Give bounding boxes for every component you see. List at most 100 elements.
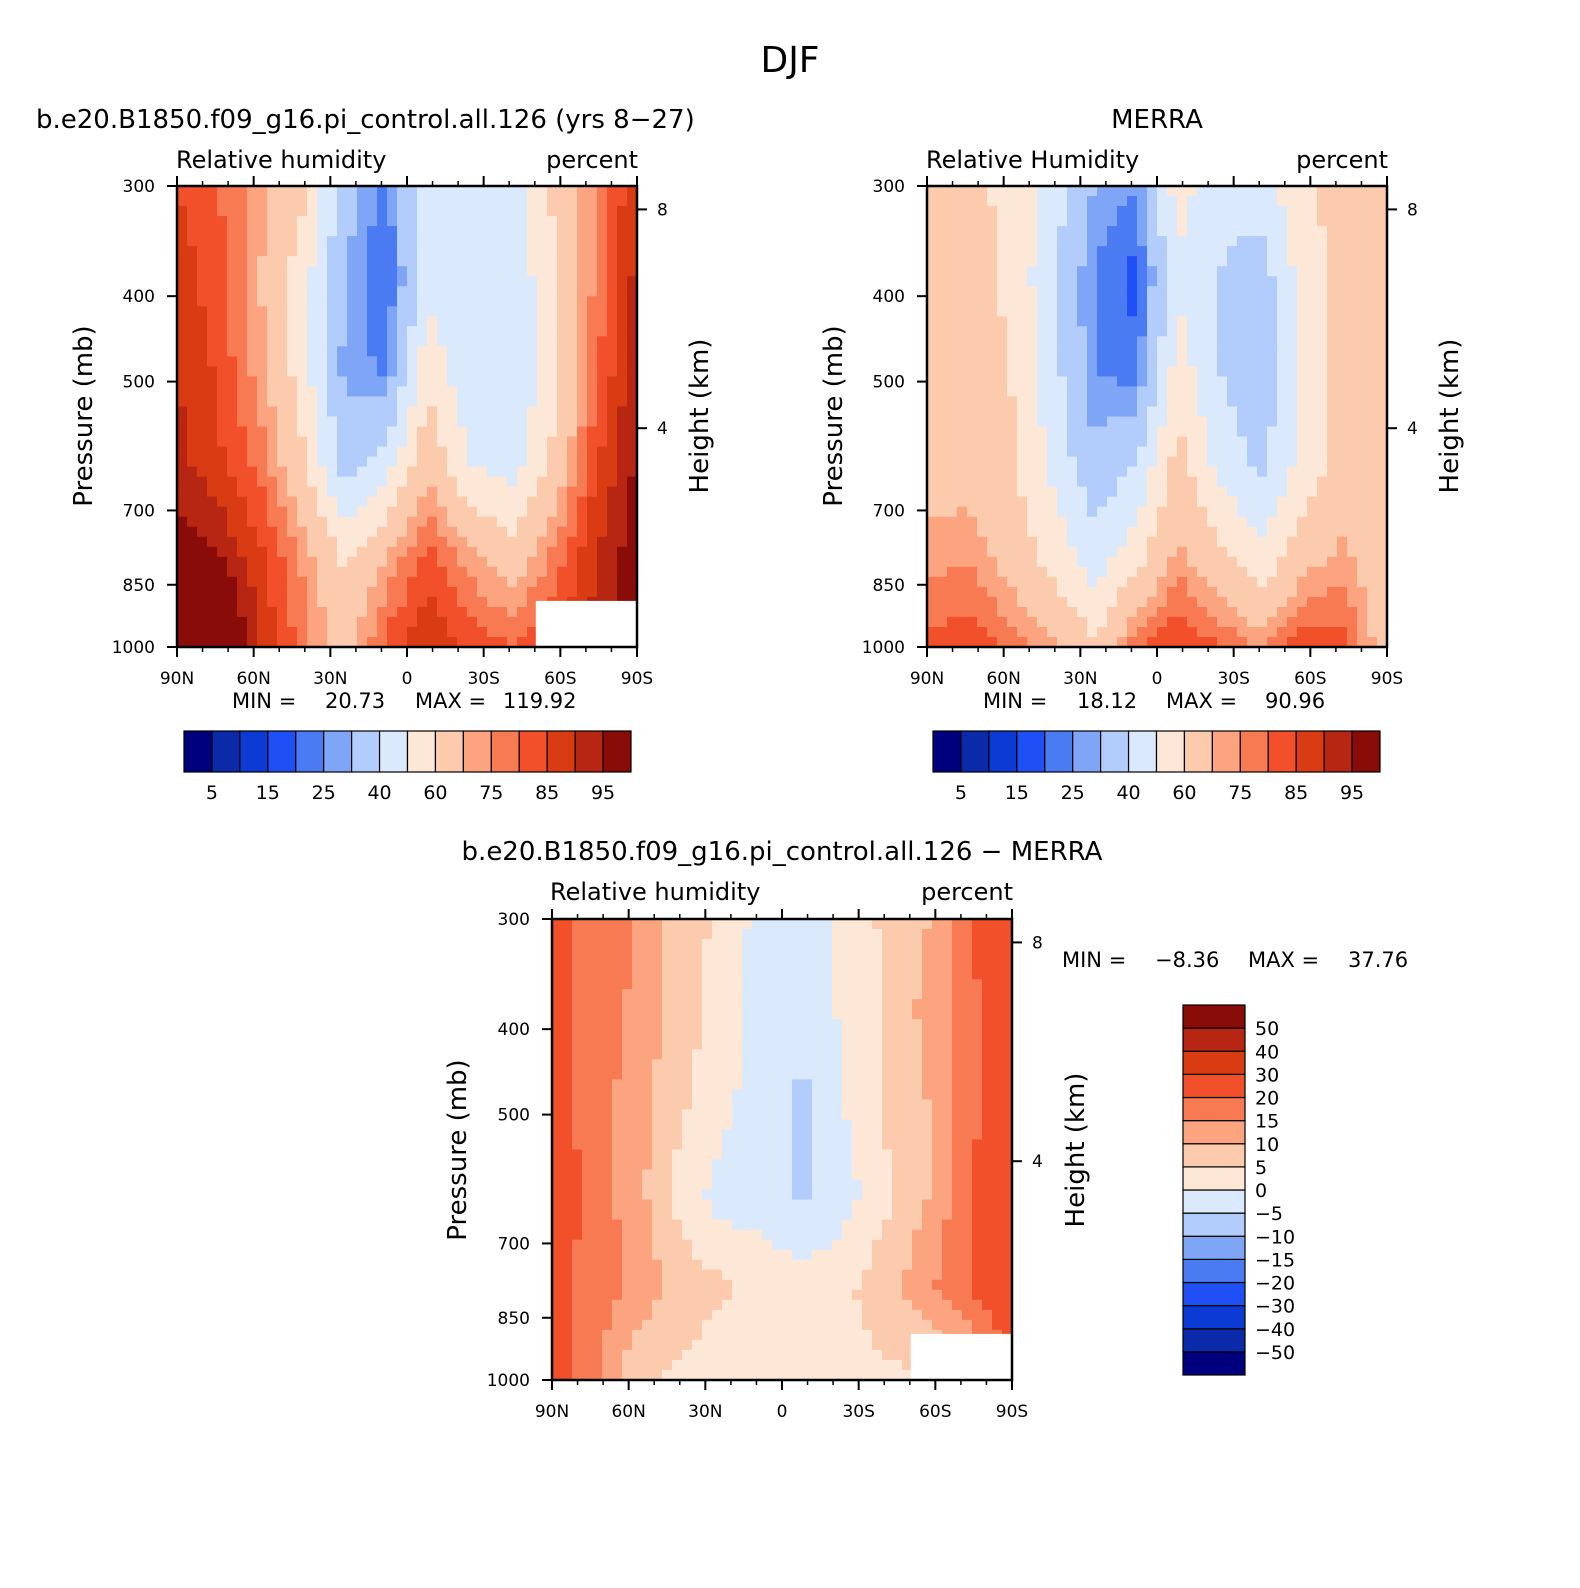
field-cell [932,989,943,1000]
field-cell [517,527,528,538]
field-cell [762,959,773,970]
field-cell [467,316,478,327]
field-cell [1077,557,1088,568]
field-cell [317,617,328,628]
field-cell [237,487,248,498]
field-cell [997,376,1008,387]
field-cell [832,959,843,970]
field-cell [1227,246,1238,257]
field-cell [437,336,448,347]
field-cell [177,266,188,277]
field-cell [712,979,723,990]
field-cell [1367,376,1378,387]
field-cell [1267,437,1278,448]
field-cell [1107,276,1118,287]
field-cell [517,286,528,297]
field-cell [1287,196,1298,207]
field-cell [732,949,743,960]
field-cell [1137,266,1148,277]
field-cell [1247,517,1258,528]
field-cell [892,949,903,960]
field-cell [762,929,773,940]
field-cell [257,306,268,317]
field-cell [997,557,1008,568]
field-cell [437,196,448,207]
field-cell [937,537,948,548]
field-cell [1367,527,1378,538]
field-cell [1177,326,1188,337]
field-cell [457,477,468,488]
field-cell [947,286,958,297]
field-cell [267,447,278,458]
field-cell [1297,567,1308,578]
field-cell [247,477,258,488]
field-cell [477,406,488,417]
field-cell [377,336,388,347]
field-cell [387,457,398,468]
field-cell [307,427,318,438]
field-cell [1157,467,1168,478]
field-cell [557,557,568,568]
field-cell [347,196,358,207]
field-cell [367,386,378,397]
panel-merra: MERRA Relative Humidity percent Pressure… [819,105,1465,804]
field-cell [977,276,988,287]
field-cell [1287,567,1298,578]
field-cell [537,236,548,247]
field-cell [497,527,508,538]
field-cell [347,597,358,608]
field-cell [957,587,968,598]
field-cell [317,186,328,197]
y-tick-label: 400 [123,287,155,307]
field-cell [1017,417,1028,428]
field-cell [692,919,703,930]
y2-axis-label: Height (km) [685,339,715,494]
field-cell [602,949,613,960]
field-cell [1197,286,1208,297]
field-cell [497,577,508,588]
colorbar-swatch [435,731,463,772]
field-cell [1167,567,1178,578]
field-cell [587,326,598,337]
field-cell [947,186,958,197]
field-cell [497,356,508,367]
field-cell [592,959,603,970]
field-cell [1257,256,1268,267]
field-cell [1357,577,1368,588]
field-cell [967,527,978,538]
field-cell [632,1029,643,1040]
field-cell [1117,226,1128,237]
field-cell [1047,246,1058,257]
field-cell [617,396,628,407]
field-cell [1067,236,1078,247]
field-cell [1257,326,1268,337]
field-cell [317,417,328,428]
field-cell [1307,206,1318,217]
field-cell [337,447,348,458]
field-cell [582,929,593,940]
field-cell [367,246,378,257]
field-cell [417,507,428,518]
field-cell [1367,427,1378,438]
field-cell [702,1029,713,1040]
field-cell [1347,326,1358,337]
field-cell [1177,406,1188,417]
field-cell [367,396,378,407]
field-cell [317,216,328,227]
field-cell [357,386,368,397]
field-cell [792,939,803,950]
field-cell [487,417,498,428]
field-cell [1267,236,1278,247]
field-cell [872,1009,883,1020]
field-cell [317,256,328,267]
field-cell [297,537,308,548]
field-cell [307,306,318,317]
y-axis-label: Pressure (mb) [819,325,849,506]
field-cell [942,999,953,1010]
field-cell [327,597,338,608]
field-cell [457,567,468,578]
field-cell [1307,477,1318,488]
field-cell [447,557,458,568]
field-cell [467,477,478,488]
field-cell [617,447,628,458]
